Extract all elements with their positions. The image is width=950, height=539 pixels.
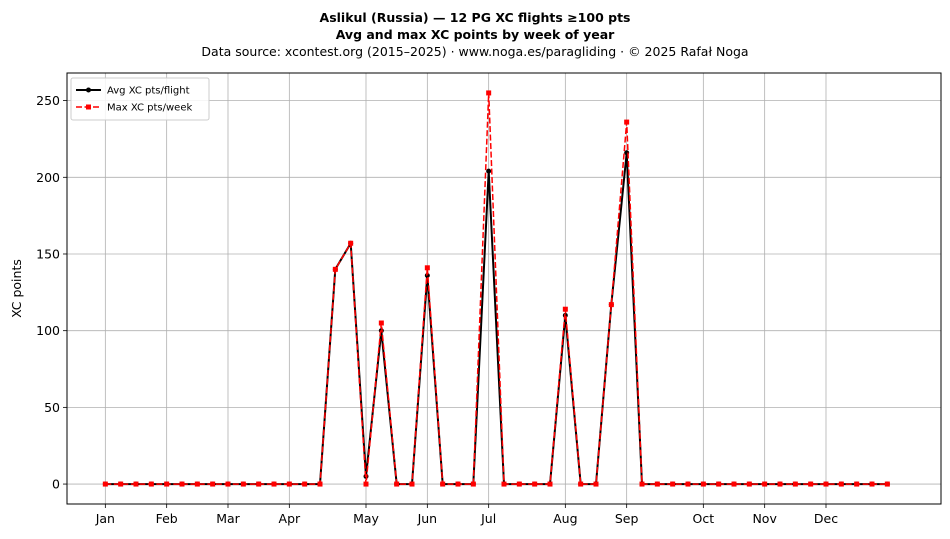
legend-marker-avg <box>86 87 91 93</box>
series-group <box>102 90 890 487</box>
data-point-max <box>516 481 522 487</box>
y-axis-label: XC points <box>9 259 24 318</box>
data-point-max <box>455 481 461 487</box>
y-tick-label: 50 <box>44 400 60 415</box>
series-line-max <box>105 92 888 485</box>
y-tick-label: 100 <box>36 323 60 338</box>
x-tick-label-jan: Jan <box>95 511 115 526</box>
data-point-max <box>133 481 139 487</box>
data-point-max <box>624 119 630 125</box>
data-point-max <box>532 481 538 487</box>
legend-label-max: Max XC pts/week <box>107 103 192 114</box>
y-tick-label: 150 <box>36 246 60 261</box>
data-point-max <box>148 481 154 487</box>
y-tick-label: 250 <box>36 93 60 108</box>
data-point-max <box>716 481 722 487</box>
series-line-avg <box>105 151 888 486</box>
data-point-max <box>440 481 446 487</box>
legend-marker-max <box>86 104 91 110</box>
y-tick-label: 0 <box>52 477 60 492</box>
chart-subtitle: Avg and max XC points by week of year <box>335 27 615 42</box>
chart-source-line: Data source: xcontest.org (2015–2025) · … <box>201 44 749 59</box>
data-point-max <box>562 306 568 312</box>
data-point-max <box>700 481 706 487</box>
data-point-max <box>593 481 599 487</box>
y-tick-label: 200 <box>36 170 60 185</box>
data-point-max <box>746 481 752 487</box>
data-point-max <box>409 481 415 487</box>
data-point-avg <box>486 168 492 174</box>
data-point-max <box>639 481 645 487</box>
data-point-max <box>884 481 890 487</box>
plot-frame <box>66 72 942 505</box>
data-point-max <box>608 302 614 308</box>
data-point-max <box>363 481 369 487</box>
data-point-max <box>118 481 124 487</box>
data-point-max <box>286 481 292 487</box>
data-point-max <box>808 481 814 487</box>
data-point-max <box>102 481 108 487</box>
data-point-max <box>317 481 323 487</box>
data-point-max <box>685 481 691 487</box>
data-point-max <box>256 481 262 487</box>
axes: 0 50 100 150 200 250 Jan Feb Mar Apr May Jun Jul Aug S… <box>36 93 838 526</box>
x-tick-label-mar: Mar <box>216 511 240 526</box>
data-point-max <box>777 481 783 487</box>
data-point-max <box>332 266 338 272</box>
data-point-max <box>424 265 430 271</box>
data-point-max <box>179 481 185 487</box>
chart-title: Aslikul (Russia) — 12 PG XC flights ≥100… <box>319 10 631 25</box>
legend: Avg XC pts/flight Max XC pts/week <box>70 77 210 121</box>
x-tick-label-dec: Dec <box>814 511 838 526</box>
legend-label-avg: Avg XC pts/flight <box>107 86 190 97</box>
data-point-max <box>547 481 553 487</box>
x-tick-label-nov: Nov <box>752 511 777 526</box>
x-tick-label-may: May <box>353 511 379 526</box>
data-point-max <box>302 481 308 487</box>
data-point-max <box>731 481 737 487</box>
data-point-max <box>762 481 768 487</box>
x-tick-label-jun: Jun <box>417 511 438 526</box>
data-point-max <box>486 90 492 96</box>
data-point-max <box>578 481 584 487</box>
data-point-max <box>348 240 354 246</box>
data-point-max <box>394 481 400 487</box>
data-point-max <box>194 481 200 487</box>
x-tick-label-aug: Aug <box>553 511 577 526</box>
data-point-max <box>670 481 676 487</box>
data-point-max <box>792 481 798 487</box>
x-tick-label-oct: Oct <box>693 511 715 526</box>
data-point-max <box>501 481 507 487</box>
data-point-max <box>869 481 875 487</box>
data-point-max <box>470 481 476 487</box>
x-tick-label-jul: Jul <box>480 511 496 526</box>
chart-titles: Aslikul (Russia) — 12 PG XC flights ≥100… <box>0 9 950 60</box>
data-point-max <box>378 320 384 326</box>
data-point-max <box>838 481 844 487</box>
x-tick-label-apr: Apr <box>279 511 301 526</box>
data-point-max <box>271 481 277 487</box>
data-point-max <box>240 481 246 487</box>
data-point-max <box>210 481 216 487</box>
legend-box <box>70 77 210 121</box>
data-point-max <box>654 481 660 487</box>
x-tick-label-feb: Feb <box>156 511 178 526</box>
data-point-max <box>225 481 231 487</box>
x-tick-label-sep: Sep <box>615 511 639 526</box>
data-point-max <box>854 481 860 487</box>
data-point-max <box>164 481 170 487</box>
grid <box>67 73 941 504</box>
data-point-max <box>823 481 829 487</box>
